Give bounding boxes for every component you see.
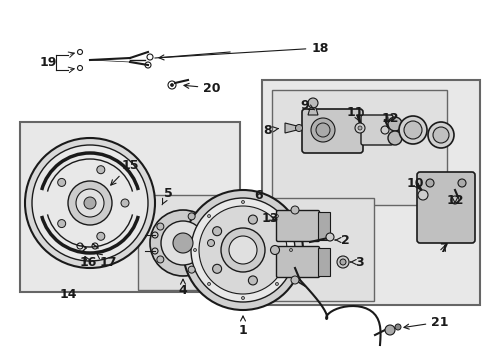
Circle shape — [354, 123, 364, 133]
Bar — [271, 90, 446, 205]
Circle shape — [427, 122, 453, 148]
Text: 9: 9 — [300, 99, 314, 112]
Circle shape — [336, 256, 348, 268]
Circle shape — [32, 145, 148, 261]
Circle shape — [384, 325, 394, 335]
Text: 14: 14 — [59, 288, 77, 302]
Circle shape — [84, 197, 96, 209]
Bar — [270, 198, 373, 301]
Text: 7: 7 — [439, 242, 447, 255]
Circle shape — [289, 248, 292, 252]
Circle shape — [290, 276, 298, 284]
Text: 15: 15 — [111, 158, 139, 185]
FancyBboxPatch shape — [276, 211, 319, 242]
Circle shape — [417, 190, 427, 200]
Circle shape — [241, 201, 244, 203]
Text: 5: 5 — [162, 186, 172, 205]
Text: 2: 2 — [334, 234, 348, 247]
Circle shape — [290, 206, 298, 214]
Circle shape — [76, 189, 104, 217]
Text: 21: 21 — [403, 315, 448, 329]
Bar — [317, 248, 329, 276]
Text: 1: 1 — [238, 316, 247, 337]
Circle shape — [97, 232, 104, 240]
FancyBboxPatch shape — [360, 115, 392, 145]
Circle shape — [150, 210, 216, 276]
Circle shape — [188, 213, 195, 220]
Text: 4: 4 — [178, 279, 187, 297]
Circle shape — [270, 246, 279, 255]
Circle shape — [207, 283, 210, 285]
Circle shape — [339, 259, 346, 265]
Circle shape — [394, 324, 400, 330]
Text: 6: 6 — [254, 189, 263, 202]
Circle shape — [450, 196, 458, 204]
Text: 10: 10 — [406, 176, 423, 189]
Circle shape — [310, 118, 334, 142]
Circle shape — [170, 84, 173, 86]
Bar — [317, 212, 329, 240]
Text: 19: 19 — [39, 55, 57, 68]
Circle shape — [157, 223, 163, 230]
Circle shape — [25, 138, 155, 268]
Circle shape — [191, 198, 294, 302]
Polygon shape — [285, 123, 296, 133]
Circle shape — [212, 264, 221, 273]
Circle shape — [295, 125, 302, 131]
Circle shape — [248, 276, 257, 285]
Text: 17: 17 — [96, 253, 117, 269]
Polygon shape — [307, 108, 317, 115]
Text: 12: 12 — [446, 194, 463, 207]
Circle shape — [58, 220, 65, 228]
Circle shape — [425, 179, 433, 187]
Circle shape — [387, 117, 401, 131]
Text: 8: 8 — [263, 123, 278, 136]
Circle shape — [248, 215, 257, 224]
Circle shape — [432, 127, 448, 143]
Text: 20: 20 — [183, 81, 220, 95]
Circle shape — [387, 131, 401, 145]
Text: 3: 3 — [349, 256, 364, 269]
Circle shape — [241, 297, 244, 300]
Bar — [138, 195, 225, 290]
FancyBboxPatch shape — [416, 172, 474, 243]
Circle shape — [403, 121, 421, 139]
Circle shape — [199, 206, 286, 294]
Circle shape — [193, 248, 196, 252]
Circle shape — [58, 179, 65, 186]
Circle shape — [457, 179, 465, 187]
Text: 11: 11 — [346, 105, 363, 121]
Text: 12: 12 — [381, 112, 398, 125]
Circle shape — [173, 233, 193, 253]
Circle shape — [357, 126, 361, 130]
Circle shape — [380, 126, 388, 134]
Circle shape — [157, 256, 163, 263]
Circle shape — [315, 123, 329, 137]
Text: 16: 16 — [79, 256, 97, 269]
Text: 18: 18 — [159, 41, 328, 60]
Circle shape — [121, 199, 129, 207]
Bar — [20, 122, 240, 292]
Text: 13: 13 — [261, 212, 278, 225]
Circle shape — [161, 221, 204, 265]
Circle shape — [325, 233, 333, 241]
Circle shape — [207, 239, 214, 247]
Circle shape — [97, 166, 104, 174]
Circle shape — [398, 116, 426, 144]
FancyBboxPatch shape — [276, 247, 319, 278]
FancyBboxPatch shape — [302, 109, 362, 153]
Circle shape — [68, 181, 112, 225]
Circle shape — [207, 215, 210, 217]
Circle shape — [188, 266, 195, 273]
Circle shape — [275, 215, 278, 217]
Circle shape — [307, 98, 317, 108]
Circle shape — [228, 236, 257, 264]
Circle shape — [221, 228, 264, 272]
Bar — [262, 80, 479, 305]
Circle shape — [275, 283, 278, 285]
Circle shape — [212, 227, 221, 236]
Circle shape — [183, 190, 303, 310]
